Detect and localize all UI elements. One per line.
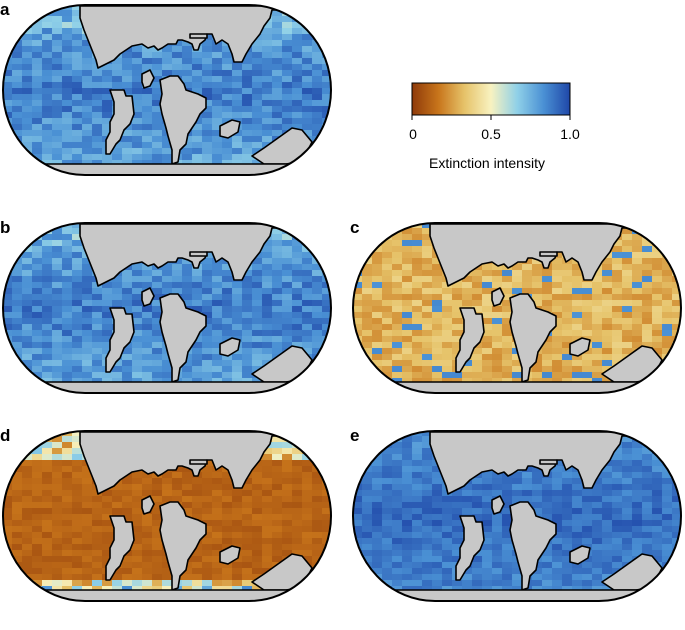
colorbar-legend: 0 0.5 1.0 Extinction intensity: [405, 82, 585, 182]
landmass: [105, 89, 135, 155]
landmass: [491, 287, 505, 307]
landmass: [105, 515, 135, 581]
landmass: [455, 307, 485, 373]
landmass: [539, 459, 558, 465]
landmass: [189, 459, 208, 465]
map-panel-e: e: [350, 426, 682, 630]
colorbar-tick-1-0: 1.0: [560, 126, 580, 142]
colorbar-tick-0: 0: [409, 126, 417, 142]
landmass: [219, 545, 241, 565]
map-frame: [2, 430, 332, 602]
landmass: [219, 337, 241, 357]
landmass: [189, 251, 208, 257]
colorbar: [411, 82, 571, 120]
map-a: [2, 4, 332, 176]
landmass: [105, 307, 135, 373]
landmass: [141, 287, 155, 307]
map-d: [2, 430, 332, 602]
panel-label-a: a: [0, 0, 10, 19]
colorbar-title: Extinction intensity: [429, 155, 545, 171]
map-panel-c: c: [350, 218, 682, 422]
landmass: [141, 495, 155, 515]
map-panel-d: d: [0, 426, 332, 630]
ocean-field: [3, 223, 331, 393]
map-frame: [2, 4, 332, 176]
ocean-field: [353, 431, 681, 601]
landmass: [219, 119, 241, 139]
map-b: [2, 222, 332, 394]
landmass: [569, 337, 591, 357]
map-frame: [352, 222, 682, 394]
landmass: [159, 75, 207, 165]
ocean-field: [353, 223, 681, 393]
panel-label-b: b: [0, 218, 11, 237]
landmass: [141, 69, 155, 89]
ocean-field: [3, 431, 331, 601]
colorbar-tick-0-5: 0.5: [481, 126, 501, 142]
landmass: [539, 251, 558, 257]
landmass: [159, 501, 207, 591]
landmass: [509, 293, 557, 383]
map-c: [352, 222, 682, 394]
map-panel-b: b: [0, 218, 332, 422]
panel-label-c: c: [350, 218, 360, 237]
landmass: [159, 293, 207, 383]
map-frame: [352, 430, 682, 602]
landmass: [189, 33, 208, 39]
panel-label-d: d: [0, 426, 11, 445]
map-panel-a: a: [0, 0, 332, 204]
landmass: [509, 501, 557, 591]
panel-label-e: e: [350, 426, 360, 445]
ocean-field: [3, 5, 331, 175]
landmass: [455, 515, 485, 581]
map-frame: [2, 222, 332, 394]
map-e: [352, 430, 682, 602]
landmass: [491, 495, 505, 515]
landmass: [569, 545, 591, 565]
